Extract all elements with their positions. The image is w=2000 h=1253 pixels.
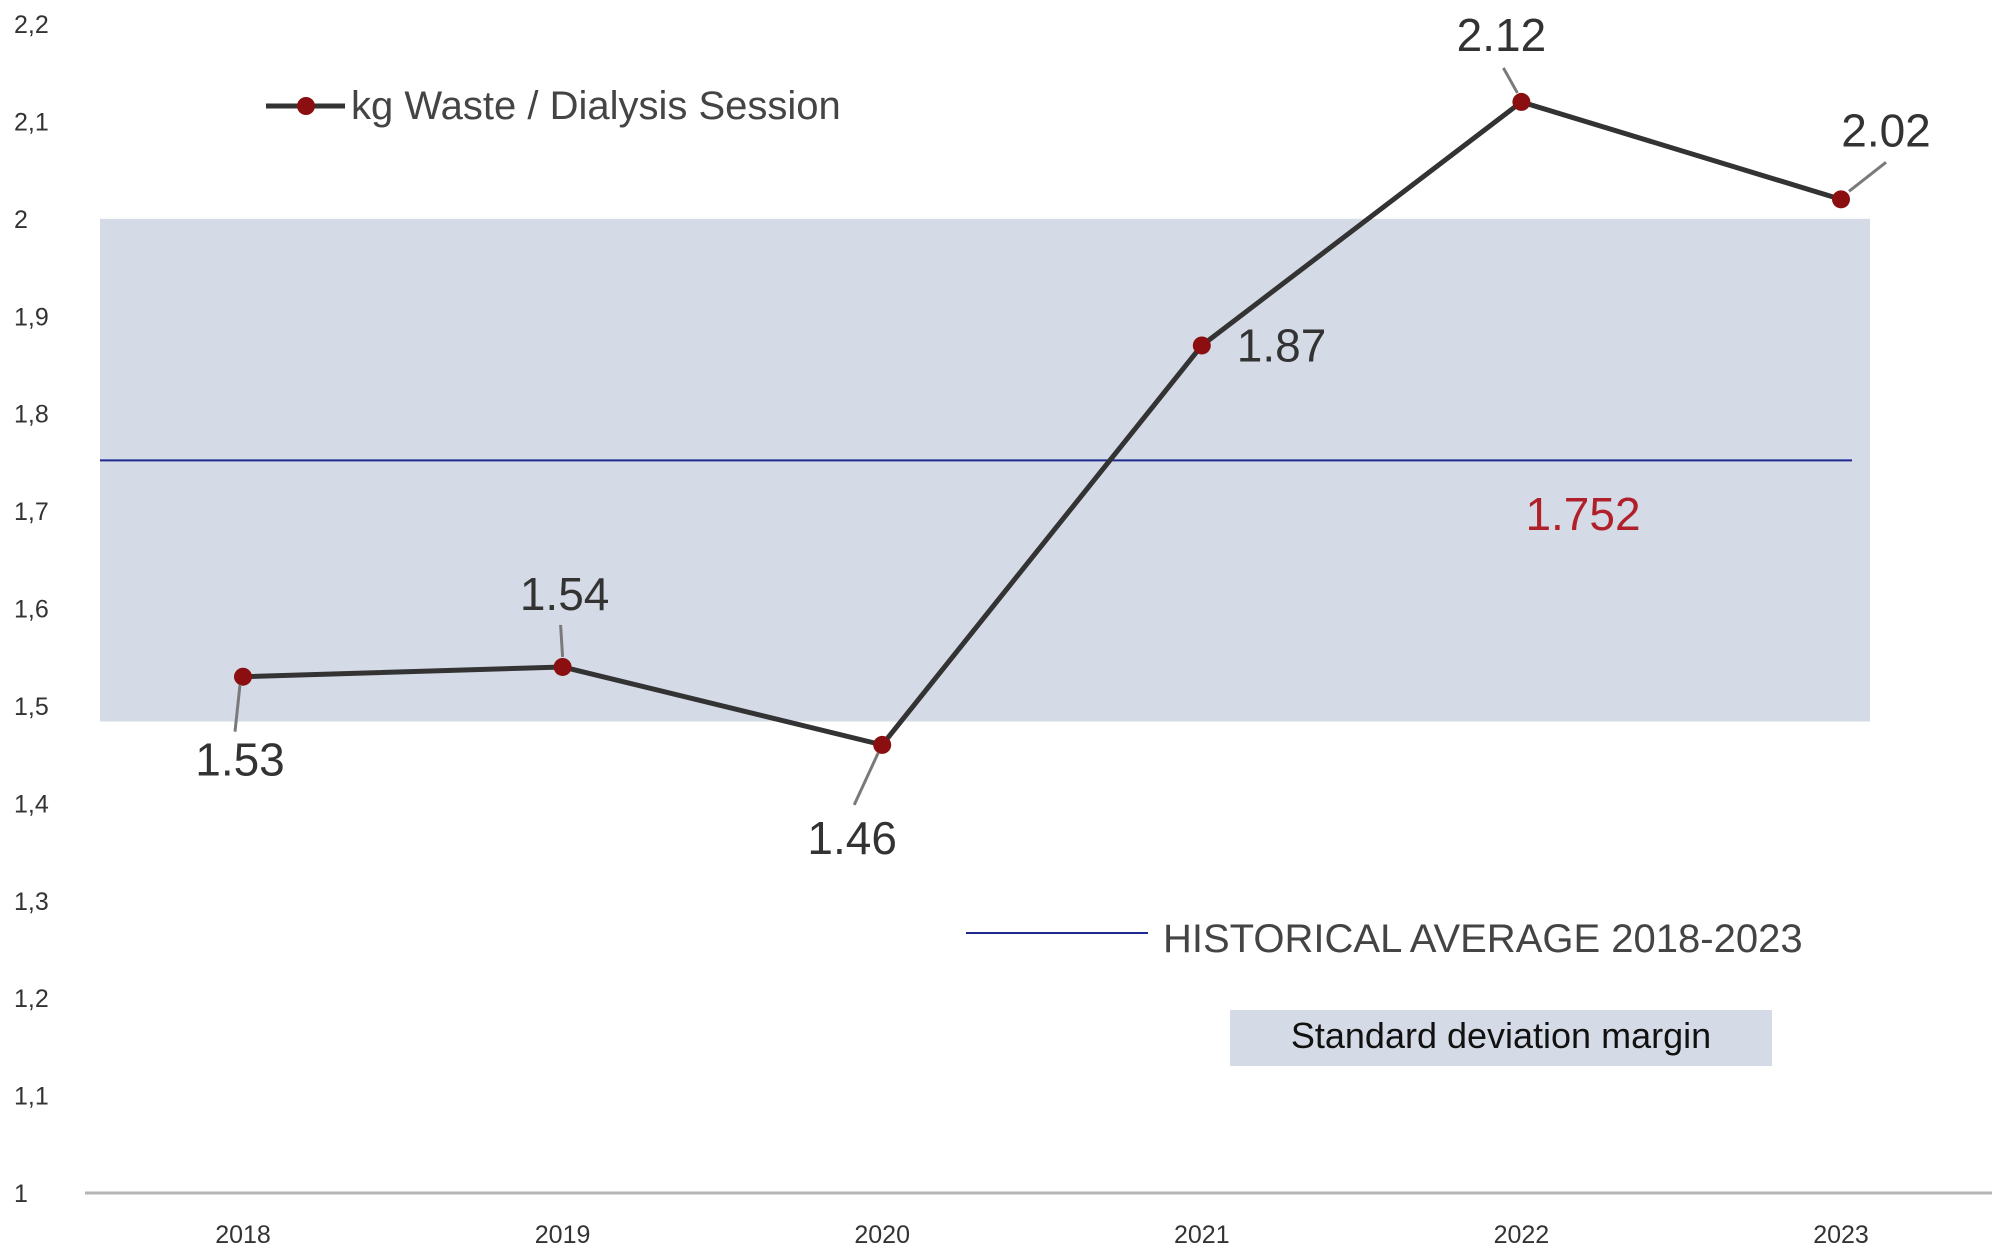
data-labels: 1.53 1.54 1.46 1.87 2.12 2.02 [195, 9, 1931, 864]
y-tick-label: 1,8 [14, 401, 49, 429]
y-tick-label: 1,9 [14, 303, 49, 331]
data-label: 2.02 [1841, 104, 1931, 156]
data-label-leader [852, 752, 880, 806]
data-point [1512, 92, 1531, 111]
legend-band-label: Standard deviation margin [1291, 1015, 1711, 1056]
y-tick-label: 1,3 [14, 888, 49, 916]
axes: 1 1,1 1,2 1,3 1,4 1,5 1,6 1,7 1,8 1,9 2 2,1 2,2 2018 2… [14, 11, 1992, 1249]
data-label-leader [1502, 67, 1519, 94]
data-label-leader [1848, 161, 1887, 193]
legend-series-marker [297, 97, 315, 115]
legend-average-label: HISTORICAL AVERAGE 2018-2023 [1163, 917, 1803, 961]
data-label: 1.46 [807, 812, 897, 864]
series-line [242, 99, 1842, 748]
x-tick-label: 2023 [1813, 1221, 1869, 1249]
legend-series-label: kg Waste / Dialysis Session [351, 84, 841, 128]
data-label: 1.87 [1237, 319, 1327, 371]
y-tick-label: 2 [14, 206, 28, 234]
std-deviation-band [100, 218, 1870, 722]
legend-band-swatch [1230, 1010, 1772, 1066]
data-point [873, 735, 892, 754]
y-tick-label: 1,6 [14, 596, 49, 624]
data-label: 1.54 [520, 568, 610, 620]
data-point [553, 657, 572, 676]
y-tick-label: 2,1 [14, 108, 49, 136]
legend: kg Waste / Dialysis Session HISTORICAL AV… [266, 84, 1803, 1066]
x-tick-label: 2019 [535, 1221, 591, 1249]
data-label-leader [233, 684, 242, 732]
data-label-leader [559, 624, 565, 658]
x-tick-label: 2022 [1494, 1221, 1550, 1249]
x-tick-label: 2018 [215, 1221, 271, 1249]
y-tick-label: 1,7 [14, 498, 49, 526]
data-point [1192, 336, 1211, 355]
series-layer [234, 92, 1850, 754]
historical-average-value-label: 1.752 [1525, 488, 1640, 540]
data-label: 2.12 [1457, 9, 1547, 61]
std-deviation-band-layer [100, 218, 1870, 722]
y-tick-label: 1,4 [14, 790, 49, 818]
historical-average-layer: 1.752 [100, 459, 1852, 540]
y-tick-label: 1,2 [14, 985, 49, 1013]
data-label: 1.53 [195, 734, 285, 786]
y-tick-label: 1,1 [14, 1083, 49, 1111]
data-point [234, 667, 252, 686]
y-tick-label: 1,5 [14, 693, 49, 721]
y-tick-label: 1 [14, 1180, 28, 1208]
x-tick-label: 2020 [854, 1221, 910, 1249]
y-tick-label: 2,2 [14, 11, 49, 39]
x-tick-label: 2021 [1174, 1221, 1230, 1249]
data-point [1832, 190, 1850, 209]
